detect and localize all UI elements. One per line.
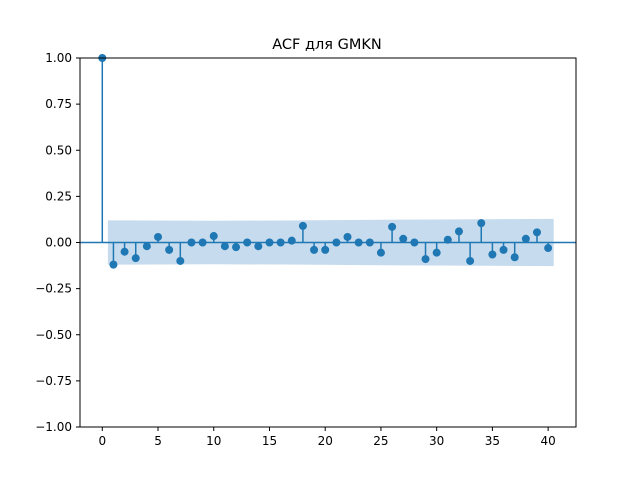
stem-marker-lag-7 [176,256,185,265]
y-tick-label-4: 0.00 [45,236,72,250]
y-tick-label-6: 0.50 [45,143,72,157]
stem-marker-lag-22 [343,232,352,241]
stem-marker-lag-35 [488,250,497,259]
x-tick-label-20: 20 [318,434,333,448]
x-tick-label-25: 25 [373,434,388,448]
x-tick-label-10: 10 [206,434,221,448]
stem-marker-lag-26 [388,222,397,231]
stem-marker-lag-39 [532,228,541,237]
stem-marker-lag-14 [254,242,263,251]
y-tick-label-3: −0.25 [35,282,72,296]
stem-marker-lag-24 [365,238,374,247]
stem-marker-lag-9 [198,238,207,247]
stem-marker-lag-31 [443,235,452,244]
x-tick-label-30: 30 [429,434,444,448]
stem-marker-lag-32 [454,227,463,236]
stem-marker-lag-13 [243,238,252,247]
stems-layer [98,54,553,269]
stem-marker-lag-11 [220,242,229,251]
stem-marker-lag-40 [544,244,553,253]
stem-marker-lag-2 [120,247,129,256]
stem-marker-lag-33 [466,256,475,265]
stem-marker-lag-8 [187,238,196,247]
y-axis-ticks: −1.00 −0.75 −0.50 −0.25 0.00 0.25 0.50 0.75 1.00 [35,51,80,434]
y-tick-label-8: 1.00 [45,51,72,65]
stem-marker-lag-28 [410,238,419,247]
stem-marker-lag-5 [154,232,163,241]
stem-marker-lag-27 [399,234,408,243]
stem-marker-lag-6 [165,245,174,254]
stem-marker-lag-4 [142,242,151,251]
stem-marker-lag-3 [131,254,140,263]
stem-marker-lag-37 [510,253,519,262]
stem-marker-lag-23 [354,238,363,247]
stem-marker-lag-15 [265,238,274,247]
stem-marker-lag-20 [321,245,330,254]
stem-marker-lag-16 [276,238,285,247]
stem-marker-lag-29 [421,255,430,264]
x-tick-label-35: 35 [485,434,500,448]
stem-marker-lag-25 [376,248,385,257]
chart-title: ACF для GMKN [272,37,381,53]
stem-marker-lag-30 [432,248,441,257]
stem-marker-lag-18 [298,221,307,230]
x-axis-ticks: 0 5 10 15 20 25 30 35 40 [98,427,556,448]
stem-marker-lag-36 [499,245,508,254]
x-tick-label-5: 5 [154,434,162,448]
y-tick-label-7: 0.75 [45,97,72,111]
stem-marker-lag-17 [287,236,296,245]
x-tick-label-40: 40 [540,434,555,448]
y-tick-label-2: −0.50 [35,328,72,342]
stem-marker-lag-10 [209,232,218,241]
stem-marker-lag-12 [232,243,241,252]
stem-marker-lag-34 [477,219,486,228]
stem-marker-lag-19 [310,245,319,254]
stem-marker-lag-38 [521,234,530,243]
y-tick-label-1: −0.75 [35,374,72,388]
stem-marker-lag-21 [332,238,341,247]
y-tick-label-0: −1.00 [35,420,72,434]
y-tick-label-5: 0.25 [45,189,72,203]
stem-marker-lag-1 [109,260,118,269]
x-tick-label-0: 0 [98,434,106,448]
x-tick-label-15: 15 [262,434,277,448]
